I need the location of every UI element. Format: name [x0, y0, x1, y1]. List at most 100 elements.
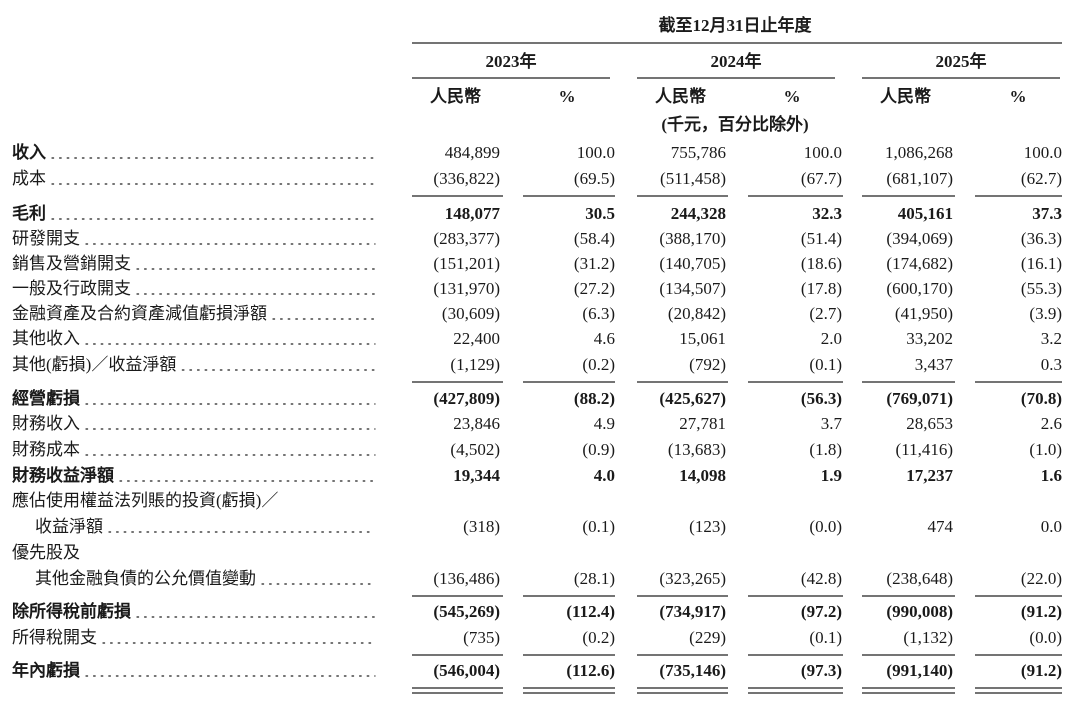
cell-value: (69.5)	[574, 169, 615, 188]
cell-value: (600,170)	[886, 279, 953, 298]
cell-value: (91.2)	[1021, 661, 1062, 680]
cell-value: (134,507)	[659, 279, 726, 298]
cell-value: 474	[928, 517, 954, 536]
cell-value: (62.7)	[1021, 169, 1062, 188]
cell-value: (136,486)	[433, 569, 500, 588]
cell-value: 1.9	[821, 466, 842, 485]
year-header: 2025年	[936, 51, 987, 71]
cell-value: (990,008)	[886, 602, 953, 621]
cell-value: (131,970)	[433, 279, 500, 298]
cell-value: (388,170)	[659, 229, 726, 248]
cell-value: 4.0	[594, 466, 615, 485]
cell-value: (546,004)	[433, 661, 500, 680]
row-label: 財務收入	[12, 414, 80, 433]
row-label: 研發開支	[12, 229, 80, 248]
cell-value: (42.8)	[801, 569, 842, 588]
cell-value: (3.9)	[1029, 304, 1062, 323]
cell-value: 244,328	[671, 204, 726, 223]
row-label: 一般及行政開支	[12, 279, 131, 298]
unit-note: (千元，百分比除外)	[661, 114, 808, 134]
cell-value: (67.7)	[801, 169, 842, 188]
cell-value: (11,416)	[896, 440, 953, 459]
row-label: 其他(虧損)／收益淨額	[12, 355, 176, 374]
cell-value: 4.6	[594, 329, 615, 348]
cell-value: 27,781	[679, 414, 726, 433]
cell-value: 3.2	[1041, 329, 1062, 348]
row-label: 除所得稅前虧損	[12, 601, 132, 621]
cell-value: (55.3)	[1021, 279, 1062, 298]
cell-value: (394,069)	[886, 229, 953, 248]
cell-value: 4.9	[594, 414, 615, 433]
cell-value: (283,377)	[433, 229, 500, 248]
cell-value: 100.0	[804, 143, 842, 162]
cell-value: (0.1)	[582, 517, 615, 536]
cell-value: (318)	[463, 517, 500, 536]
cell-value: 100.0	[1024, 143, 1062, 162]
cell-value: (70.8)	[1021, 389, 1062, 408]
cell-value: (425,627)	[659, 389, 726, 408]
cell-value: 28,653	[906, 414, 953, 433]
cell-value: (112.6)	[566, 661, 615, 680]
cell-value: (0.1)	[809, 628, 842, 647]
cell-value: (58.4)	[574, 229, 615, 248]
cell-value: (229)	[689, 628, 726, 647]
cell-value: (769,071)	[886, 389, 953, 408]
cell-value: (27.2)	[574, 279, 615, 298]
cell-value: (97.3)	[801, 661, 842, 680]
row-label: 金融資產及合約資產減值虧損淨額	[12, 304, 267, 323]
cell-value: (238,648)	[886, 569, 953, 588]
cell-value: 148,077	[445, 204, 501, 223]
cell-value: (41,950)	[895, 304, 953, 323]
cell-value: 484,899	[445, 143, 500, 162]
cell-value: (991,140)	[886, 661, 953, 680]
column-header: 人民幣	[430, 86, 481, 106]
cell-value: (0.2)	[582, 628, 615, 647]
cell-value: (1.0)	[1029, 440, 1062, 459]
cell-value: 30.5	[585, 204, 615, 223]
column-header: %	[784, 87, 801, 106]
row-label: 其他收入	[12, 329, 80, 348]
row-label: 所得稅開支	[12, 628, 97, 647]
column-header: %	[1010, 87, 1027, 106]
cell-value: (735)	[463, 628, 500, 647]
cell-value: (16.1)	[1021, 254, 1062, 273]
cell-value: (30,609)	[442, 304, 500, 323]
cell-value: (735,146)	[659, 661, 726, 680]
row-label: 年內虧損	[12, 660, 81, 680]
cell-value: 14,098	[679, 466, 726, 485]
cell-value: (88.2)	[574, 389, 615, 408]
cell-value: (28.1)	[574, 569, 615, 588]
cell-value: (0.1)	[809, 355, 842, 374]
cell-value: 0.3	[1041, 355, 1062, 374]
cell-value: 33,202	[906, 329, 953, 348]
cell-value: (1,132)	[903, 628, 953, 647]
cell-value: (20,842)	[668, 304, 726, 323]
cell-value: (123)	[689, 517, 726, 536]
cell-value: 405,161	[898, 204, 953, 223]
cell-value: (18.6)	[801, 254, 842, 273]
cell-value: (336,822)	[433, 169, 500, 188]
cell-value: (427,809)	[433, 389, 500, 408]
cell-value: (2.7)	[809, 304, 842, 323]
column-header: 人民幣	[655, 86, 706, 106]
cell-value: 1.6	[1041, 466, 1062, 485]
cell-value: (140,705)	[659, 254, 726, 273]
cell-value: 0.0	[1041, 517, 1062, 536]
cell-value: (0.2)	[582, 355, 615, 374]
row-label: 財務收益淨額	[11, 465, 114, 485]
cell-value: (112.4)	[566, 602, 615, 621]
cell-value: (22.0)	[1021, 569, 1062, 588]
cell-value: 2.0	[821, 329, 842, 348]
cell-value: 19,344	[453, 466, 500, 485]
cell-value: (1.8)	[809, 440, 842, 459]
row-label: 經營虧損	[12, 388, 81, 408]
cell-value: (17.8)	[801, 279, 842, 298]
row-label: 銷售及營銷開支	[12, 254, 131, 273]
cell-value: 3,437	[915, 355, 954, 374]
cell-value: 100.0	[577, 143, 615, 162]
period-header: 截至12月31日止年度	[659, 15, 813, 35]
cell-value: (151,201)	[433, 254, 500, 273]
cell-value: 755,786	[671, 143, 726, 162]
